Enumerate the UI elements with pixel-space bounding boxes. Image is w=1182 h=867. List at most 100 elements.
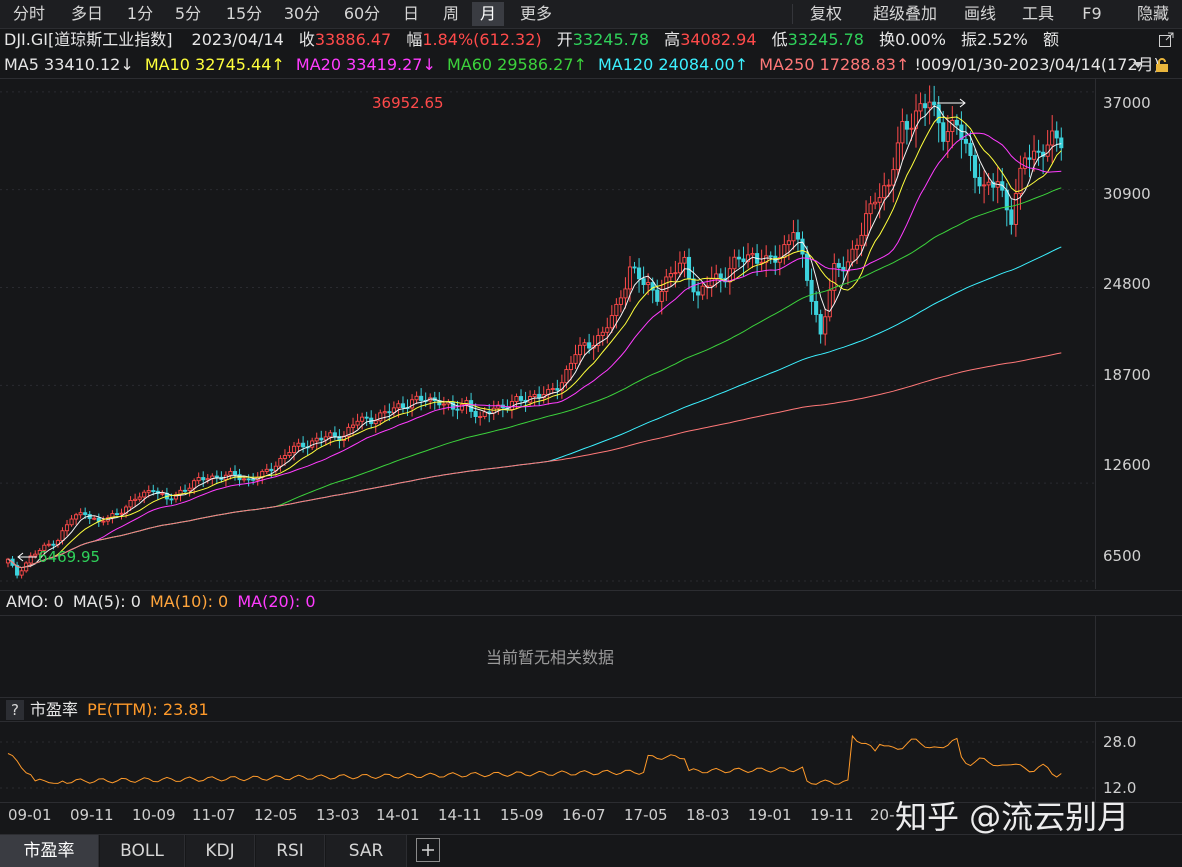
change-value: 1.84%(612.32) xyxy=(422,30,542,49)
candle-body xyxy=(28,555,33,564)
candle-body xyxy=(142,491,147,498)
draw-line-button[interactable]: 画线 xyxy=(963,4,996,23)
popout-icon[interactable] xyxy=(1156,31,1176,49)
candle-body xyxy=(968,142,973,156)
candle-body xyxy=(623,288,628,299)
candlestick-chart[interactable]: 36952.65 6469.95 xyxy=(0,79,1095,589)
period-more-button[interactable]: 更多 xyxy=(519,4,552,23)
tab-kdj[interactable]: KDJ xyxy=(186,835,255,867)
candle-body xyxy=(19,570,24,576)
candle-body xyxy=(573,354,578,364)
candle-body xyxy=(550,388,555,390)
candle-body xyxy=(850,248,855,263)
candle-body xyxy=(600,331,605,336)
candle-body xyxy=(655,289,660,302)
ma120-line xyxy=(7,246,1062,569)
candle-body xyxy=(945,131,950,142)
tab-boll[interactable]: BOLL xyxy=(100,835,185,867)
candle-body xyxy=(332,432,337,437)
x-tick-label: 19-01 xyxy=(748,806,792,824)
dropdown-icon[interactable] xyxy=(1130,56,1146,74)
candle-body xyxy=(364,416,369,419)
ma60-legend: MA60 29586.27↑ xyxy=(446,55,587,74)
tools-button[interactable]: 工具 xyxy=(1021,4,1054,23)
high-value: 34082.94 xyxy=(680,30,757,49)
period-intraday-button[interactable]: 分时 xyxy=(12,4,45,23)
hide-button[interactable]: 隐藏 xyxy=(1136,4,1169,23)
candle-body xyxy=(114,513,120,516)
candle-body xyxy=(1022,157,1028,169)
f9-button[interactable]: F9 xyxy=(1082,4,1102,23)
candle-body xyxy=(151,490,156,493)
x-tick-label: 18-03 xyxy=(686,806,730,824)
tab-rsi[interactable]: RSI xyxy=(256,835,325,867)
period-30min-button[interactable]: 30分 xyxy=(283,4,321,23)
open-label: 开 xyxy=(556,30,573,49)
candle-body xyxy=(323,436,328,441)
min-price-label: 6469.95 xyxy=(38,548,100,566)
candle-body xyxy=(1000,181,1005,191)
candle-body xyxy=(777,257,782,263)
super-overlay-button[interactable]: 超级叠加 xyxy=(872,4,937,23)
candle-body xyxy=(15,564,20,576)
candle-body xyxy=(350,424,356,428)
candle-body xyxy=(518,396,524,401)
candle-body xyxy=(169,498,174,501)
period-week-button[interactable]: 周 xyxy=(442,4,459,23)
x-tick-label: 14-11 xyxy=(438,806,482,824)
candle-body xyxy=(877,197,882,203)
candle-body xyxy=(818,314,823,335)
ma120-legend: MA120 24084.00↑ xyxy=(598,55,749,74)
candle-body xyxy=(736,256,741,260)
period-month-button[interactable]: 月 xyxy=(472,2,504,26)
divider xyxy=(0,590,1182,591)
ma5-line xyxy=(7,105,1062,569)
period-toolbar: 分时 多日 1分 5分 15分 30分 60分 日 周 月 更多 复权 超级叠加… xyxy=(0,0,1182,29)
divider xyxy=(0,834,1182,835)
candle-body xyxy=(378,412,383,422)
candle-body xyxy=(696,291,701,296)
candle-body xyxy=(119,512,124,515)
candle-body xyxy=(214,475,219,478)
candle-body xyxy=(827,289,832,318)
adjust-button[interactable]: 复权 xyxy=(809,4,842,23)
candle-body xyxy=(836,263,841,268)
candle-body xyxy=(627,266,633,290)
candle-body xyxy=(668,273,673,278)
candle-body xyxy=(677,262,682,274)
candle-body xyxy=(382,411,387,414)
period-15min-button[interactable]: 15分 xyxy=(225,4,263,23)
change-label: 幅 xyxy=(406,30,423,49)
period-60min-button[interactable]: 60分 xyxy=(343,4,381,23)
candle-body xyxy=(232,471,238,476)
pe-title: 市盈率 xyxy=(30,700,79,719)
pe-line xyxy=(7,734,1062,785)
min-price-arrow xyxy=(17,552,37,562)
help-icon[interactable]: ? xyxy=(6,700,24,720)
candle-body xyxy=(137,496,142,500)
y-axis-line xyxy=(1095,616,1096,696)
period-multiday-button[interactable]: 多日 xyxy=(70,4,103,23)
turnover-label: 换 xyxy=(879,30,896,49)
pe-line-chart[interactable] xyxy=(0,722,1095,802)
candle-body xyxy=(196,477,201,482)
candle-body xyxy=(682,256,687,264)
tab-pe[interactable]: 市盈率 xyxy=(0,835,99,867)
candle-body xyxy=(891,169,896,186)
candle-body xyxy=(301,442,306,448)
plus-icon[interactable] xyxy=(416,838,440,862)
lock-icon[interactable] xyxy=(1152,56,1172,74)
x-tick-label: 09-01 xyxy=(8,806,52,824)
candle-body xyxy=(473,410,478,417)
quote-date: 2023/04/14 xyxy=(191,30,284,49)
candle-body xyxy=(991,181,996,188)
y-tick-label: 30900 xyxy=(1103,185,1151,203)
tab-sar[interactable]: SAR xyxy=(326,835,407,867)
period-5min-button[interactable]: 5分 xyxy=(174,4,202,23)
candle-body xyxy=(918,103,923,112)
candle-body xyxy=(936,104,941,124)
candle-body xyxy=(410,399,415,409)
period-day-button[interactable]: 日 xyxy=(402,4,419,23)
period-1min-button[interactable]: 1分 xyxy=(126,4,154,23)
candle-body xyxy=(242,478,247,481)
